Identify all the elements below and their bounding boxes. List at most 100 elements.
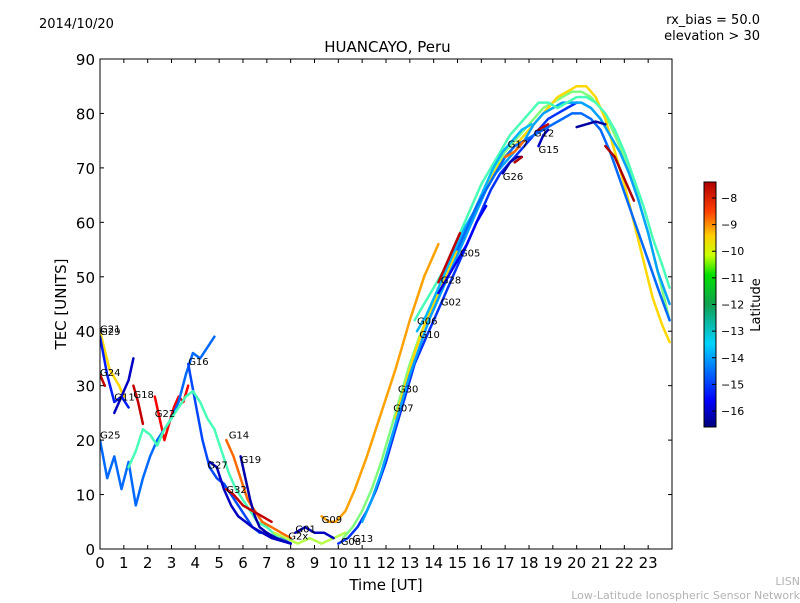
series-label: G18 — [133, 390, 153, 401]
series-line-g26 — [501, 155, 524, 175]
series-label: G27 — [207, 461, 227, 472]
series-label: G13 — [353, 534, 373, 545]
x-tick-label: 14 — [424, 554, 443, 572]
series-line-gred — [604, 144, 636, 202]
x-tick-label: 3 — [167, 554, 177, 572]
series-label: G32 — [226, 485, 246, 496]
x-tick-label: 7 — [262, 554, 272, 572]
meta-info: rx_bias = 50.0 elevation > 30 — [664, 13, 760, 45]
y-tick-label: 90 — [76, 51, 95, 69]
colorbar-tick-label: −15 — [721, 378, 744, 391]
series-label: G15 — [539, 145, 559, 156]
series-line-g24 — [100, 373, 107, 387]
series-label: G02 — [441, 297, 461, 308]
series-label: G14 — [229, 431, 249, 442]
x-tick-label: 8 — [286, 554, 296, 572]
series-label: G16 — [188, 357, 208, 368]
x-tick-label: 23 — [639, 554, 658, 572]
series-line-g02 — [437, 204, 488, 295]
series-line-g05 — [456, 112, 671, 322]
y-tick-label: 30 — [76, 378, 95, 396]
x-axis-label: Time [UT] — [348, 576, 422, 594]
x-tick-label: 5 — [214, 554, 224, 572]
credit-block: LISN Low-Latitude Ionospheric Sensor Net… — [571, 575, 800, 603]
x-tick-label: 0 — [95, 554, 105, 572]
y-tick-label: 50 — [76, 269, 95, 287]
series-label: G19 — [241, 455, 261, 466]
plot-frame — [99, 58, 673, 550]
series-label: G12 — [534, 129, 554, 140]
series-label: G29 — [100, 327, 120, 338]
series-line-g01 — [294, 525, 335, 540]
colorbar-tick-label: −12 — [721, 299, 744, 312]
series-line-g15 — [537, 128, 550, 148]
colorbar-tick-label: −14 — [721, 352, 744, 365]
x-tick-label: 11 — [353, 554, 372, 572]
elevation-label: elevation > 30 — [664, 29, 760, 44]
series-label: G28 — [441, 276, 461, 287]
series-label: G26 — [503, 172, 523, 183]
x-tick-label: 4 — [191, 554, 201, 572]
series-group — [100, 84, 671, 545]
series-line-g29 — [100, 335, 130, 409]
rx-bias-label: rx_bias = 50.0 — [666, 13, 760, 28]
colorbar-label: Latitude — [749, 278, 764, 332]
series-label: G07 — [393, 403, 413, 414]
series-label: G2x — [288, 531, 308, 542]
y-axis: 0 10 20 30 40 50 60 70 80 90 — [76, 51, 672, 559]
y-tick-label: 10 — [76, 487, 95, 505]
y-tick-label: 60 — [76, 214, 95, 232]
series-label: G22 — [155, 409, 175, 420]
series-label: G11 — [114, 393, 134, 404]
series-label: G24 — [100, 368, 120, 379]
series-label: G08 — [341, 537, 361, 548]
x-tick-label: 13 — [400, 554, 419, 572]
credit-short: LISN — [775, 575, 800, 588]
series-label: G25 — [100, 431, 120, 442]
colorbar-tick-label: −8 — [721, 192, 737, 205]
x-tick-label: 21 — [591, 554, 610, 572]
y-tick-label: 40 — [76, 323, 95, 341]
series-label: G30 — [398, 384, 418, 395]
series-line-g07 — [360, 101, 671, 524]
date-label: 2014/10/20 — [39, 17, 114, 32]
y-tick-label: 80 — [76, 105, 95, 123]
y-axis-label: TEC [UNITS] — [52, 259, 70, 351]
satellite-labels: G21G29G24G11G18G22G25G16G14G19G27G32G2xG… — [100, 129, 559, 548]
colorbar-tick-label: −9 — [721, 219, 737, 232]
series-line-g11 — [113, 357, 135, 415]
series-line-g08 — [337, 101, 578, 545]
series-line-g13 — [341, 90, 671, 540]
chart-title: HUANCAYO, Peru — [324, 38, 451, 56]
colorbar-ticks: −8 −9 −10 −11 −12 −13 −14 −15 −16 — [712, 192, 744, 418]
credit-full: Low-Latitude Ionospheric Sensor Network — [571, 589, 800, 602]
x-tick-label: 6 — [238, 554, 248, 572]
colorbar-tick-label: −13 — [721, 325, 744, 338]
x-tick-label: 15 — [448, 554, 467, 572]
series-line-g26r — [513, 155, 524, 164]
series-line-g17 — [503, 139, 526, 159]
series-label: G21 — [100, 325, 120, 336]
series-line-g32 — [225, 487, 273, 524]
colorbar-tick-label: −16 — [721, 405, 744, 418]
x-tick-label: 10 — [329, 554, 348, 572]
x-tick-label: 2 — [143, 554, 153, 572]
y-tick-label: 20 — [76, 432, 95, 450]
series-line-g28 — [437, 231, 462, 284]
x-tick-label: 16 — [472, 554, 491, 572]
x-tick-label: 20 — [567, 554, 586, 572]
series-label: G10 — [419, 330, 439, 341]
series-line-g27 — [208, 460, 292, 545]
x-tick-label: 1 — [119, 554, 129, 572]
x-axis: 0 1 2 3 4 5 6 7 8 9 10 11 12 13 14 15 16 17 18 19 20 21 22 23 — [95, 59, 658, 572]
series-line-g25 — [100, 335, 216, 507]
series-line-g09 — [320, 242, 440, 524]
x-tick-label: 19 — [543, 554, 562, 572]
series-label: G01 — [295, 524, 315, 535]
series-line-g21 — [100, 329, 126, 398]
series-label: G06 — [417, 316, 437, 327]
x-tick-label: 17 — [496, 554, 515, 572]
x-tick-label: 12 — [376, 554, 395, 572]
series-label: G05 — [460, 248, 480, 259]
